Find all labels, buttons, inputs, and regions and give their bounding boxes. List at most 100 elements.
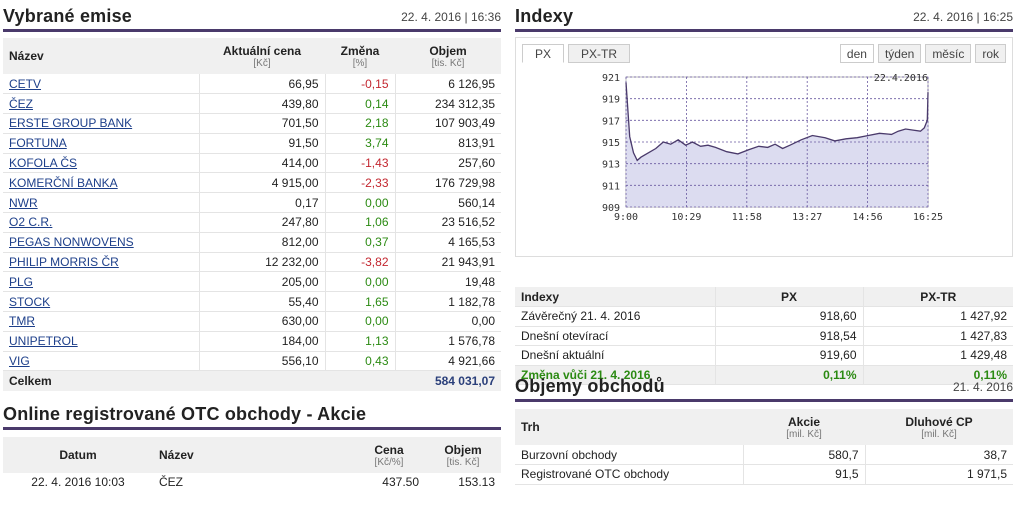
otc-date: 22. 4. 2016 10:03 <box>31 475 125 486</box>
emise-row[interactable]: NWR 0,17 0,00 560,14 <box>3 192 501 214</box>
col-price[interactable]: Aktuální cena [Kč] <box>199 38 325 74</box>
emise-row[interactable]: O2 C.R. 247,80 1,06 23 516,52 <box>3 212 501 233</box>
idx-col-px: PX <box>715 287 864 307</box>
emise-name[interactable]: NWR <box>3 192 200 214</box>
otc-price: 437,50 <box>382 475 419 486</box>
emise-change: 2,18 <box>325 113 396 134</box>
period-tyden[interactable]: týden <box>877 44 922 63</box>
emise-name-link[interactable]: ERSTE GROUP BANK <box>9 116 133 131</box>
emise-row[interactable]: KOFOLA ČS 414,00 -1,43 257,60 <box>3 153 501 174</box>
period-rok[interactable]: rok <box>975 44 1006 63</box>
emise-price: 812,00 <box>199 232 326 253</box>
emise-name-link[interactable]: STOCK <box>9 294 51 309</box>
emise-volume: 257,60 <box>395 153 501 174</box>
idx-row-open: Dnešní otevírací 918,54 1 427,83 <box>515 326 1013 346</box>
emise-row[interactable]: TMR 630,00 0,00 0,00 <box>3 311 501 332</box>
emise-row[interactable]: VIG 556,10 0,43 4 921,66 <box>3 351 501 372</box>
emise-price: 91,50 <box>199 133 326 154</box>
emise-row[interactable]: KOMERČNÍ BANKA 4 915,00 -2,33 176 729,98 <box>3 172 501 194</box>
idx-row-label: Dnešní aktuální <box>515 345 716 366</box>
emise-row[interactable]: PHILIP MORRIS ČR 12 232,00 -3,82 21 943,91 <box>3 252 501 273</box>
emise-name[interactable]: UNIPETROL <box>3 331 200 352</box>
emise-name[interactable]: CETV <box>3 74 200 95</box>
otc-col-date[interactable]: Datum <box>3 437 153 473</box>
emise-name-link[interactable]: KOFOLA ČS <box>9 156 78 171</box>
emise-name-link[interactable]: O2 C.R. <box>9 215 53 230</box>
emise-datetime: 22. 4. 2016 | 16:36 <box>401 10 501 24</box>
chart-date-annotation: 22.4.2016 <box>874 73 928 84</box>
tab-px-tr[interactable]: PX-TR <box>568 44 631 63</box>
emise-name-link[interactable]: PEGAS NONWOVENS <box>9 235 134 250</box>
emise-name-link[interactable]: KOMERČNÍ BANKA <box>9 175 118 190</box>
emise-row[interactable]: PEGAS NONWOVENS 812,00 0,37 4 165,53 <box>3 232 501 253</box>
emise-name[interactable]: TMR <box>3 311 200 332</box>
emise-total-row: Celkem 584 031,07 <box>3 370 501 391</box>
emise-name[interactable]: VIG <box>3 351 200 372</box>
emise-name-link[interactable]: VIG <box>9 354 30 369</box>
obj-col-bonds: Dluhové CP [mil. Kč] <box>865 409 1013 445</box>
emise-volume: 19,48 <box>395 271 501 293</box>
otc-col-volume[interactable]: Objem [tis. Kč] <box>425 437 501 473</box>
emise-name[interactable]: PEGAS NONWOVENS <box>3 232 200 253</box>
idx-row-px: 918,54 <box>715 326 864 346</box>
emise-name[interactable]: O2 C.R. <box>3 212 200 233</box>
col-name[interactable]: Název <box>3 38 199 74</box>
emise-price: 414,00 <box>199 153 326 174</box>
emise-row[interactable]: PLG 205,00 0,00 19,48 <box>3 271 501 293</box>
emise-name-link[interactable]: CETV <box>9 76 42 91</box>
obj-bonds: 1 971,5 <box>865 464 1013 485</box>
emise-name-link[interactable]: NWR <box>9 195 38 210</box>
emise-rows: CETV 66,95 -0,15 6 126,95 ČEZ 439,80 0,14 234 3… <box>3 74 501 372</box>
col-change[interactable]: Změna [%] <box>325 38 395 74</box>
emise-name-link[interactable]: FORTUNA <box>9 136 67 151</box>
emise-change: 0,43 <box>325 351 396 372</box>
emise-change: 1,13 <box>325 331 396 352</box>
col-volume[interactable]: Objem [tis. Kč] <box>395 38 501 74</box>
period-den[interactable]: den <box>839 44 874 63</box>
emise-change: -3,82 <box>325 252 396 273</box>
emise-row[interactable]: STOCK 55,40 1,65 1 182,78 <box>3 291 501 313</box>
emise-row[interactable]: ČEZ 439,80 0,14 234 312,35 <box>3 93 501 115</box>
emise-name[interactable]: KOMERČNÍ BANKA <box>3 172 200 194</box>
emise-name[interactable]: KOFOLA ČS <box>3 153 200 174</box>
emise-header: Vybrané emise 22. 4. 2016 | 16:36 <box>3 6 501 32</box>
otc-row[interactable]: 22. 4. 2016 10:03 ČEZ 437,50 153,13 <box>3 473 501 486</box>
emise-name-link[interactable]: TMR <box>9 314 35 329</box>
emise-name-link[interactable]: PLG <box>9 274 34 289</box>
emise-change: 1,65 <box>325 291 396 313</box>
emise-name[interactable]: ČEZ <box>3 93 200 115</box>
emise-name[interactable]: STOCK <box>3 291 200 313</box>
x-tick-label: 13:27 <box>792 212 822 223</box>
emise-row[interactable]: UNIPETROL 184,00 1,13 1 576,78 <box>3 331 501 352</box>
period-mesic[interactable]: měsíc <box>925 44 972 63</box>
total-value: 584 031,07 <box>395 370 501 391</box>
obj-stocks: 91,5 <box>743 464 866 485</box>
obj-market: Registrované OTC obchody <box>515 464 744 485</box>
y-tick-label: 921 <box>602 73 620 84</box>
emise-name[interactable]: FORTUNA <box>3 133 200 154</box>
emise-row[interactable]: FORTUNA 91,50 3,74 813,91 <box>3 133 501 154</box>
x-tick-label: 10:29 <box>671 212 701 223</box>
indexy-panel: Indexy 22. 4. 2016 | 16:25 PX PX-TR den … <box>515 6 1013 385</box>
emise-price: 556,10 <box>199 351 326 372</box>
otc-col-price[interactable]: Cena [Kč/%] <box>353 437 425 473</box>
emise-change: 3,74 <box>325 133 396 154</box>
emise-row[interactable]: CETV 66,95 -0,15 6 126,95 <box>3 74 501 95</box>
obj-row: Burzovní obchody 580,7 38,7 <box>515 445 1013 465</box>
otc-col-name[interactable]: Název <box>153 437 353 473</box>
emise-name-link[interactable]: PHILIP MORRIS ČR <box>9 255 119 270</box>
y-tick-label: 915 <box>602 138 620 149</box>
emise-title: Vybrané emise <box>3 6 133 26</box>
idx-row-pxtr: 1 429,48 <box>863 345 1013 366</box>
emise-change: 0,37 <box>325 232 396 253</box>
emise-name[interactable]: ERSTE GROUP BANK <box>3 113 200 134</box>
emise-name-link[interactable]: ČEZ <box>9 96 33 111</box>
emise-row[interactable]: ERSTE GROUP BANK 701,50 2,18 107 903,49 <box>3 113 501 134</box>
emise-table: Název Aktuální cena [Kč] Změna [%] Objem [t… <box>3 38 501 391</box>
period-selector: den týden měsíc rok <box>839 44 1006 63</box>
otc-name: ČEZ <box>159 475 183 486</box>
tab-px[interactable]: PX <box>522 44 565 63</box>
emise-name-link[interactable]: UNIPETROL <box>9 334 78 349</box>
emise-name[interactable]: PHILIP MORRIS ČR <box>3 252 200 273</box>
emise-name[interactable]: PLG <box>3 271 200 293</box>
